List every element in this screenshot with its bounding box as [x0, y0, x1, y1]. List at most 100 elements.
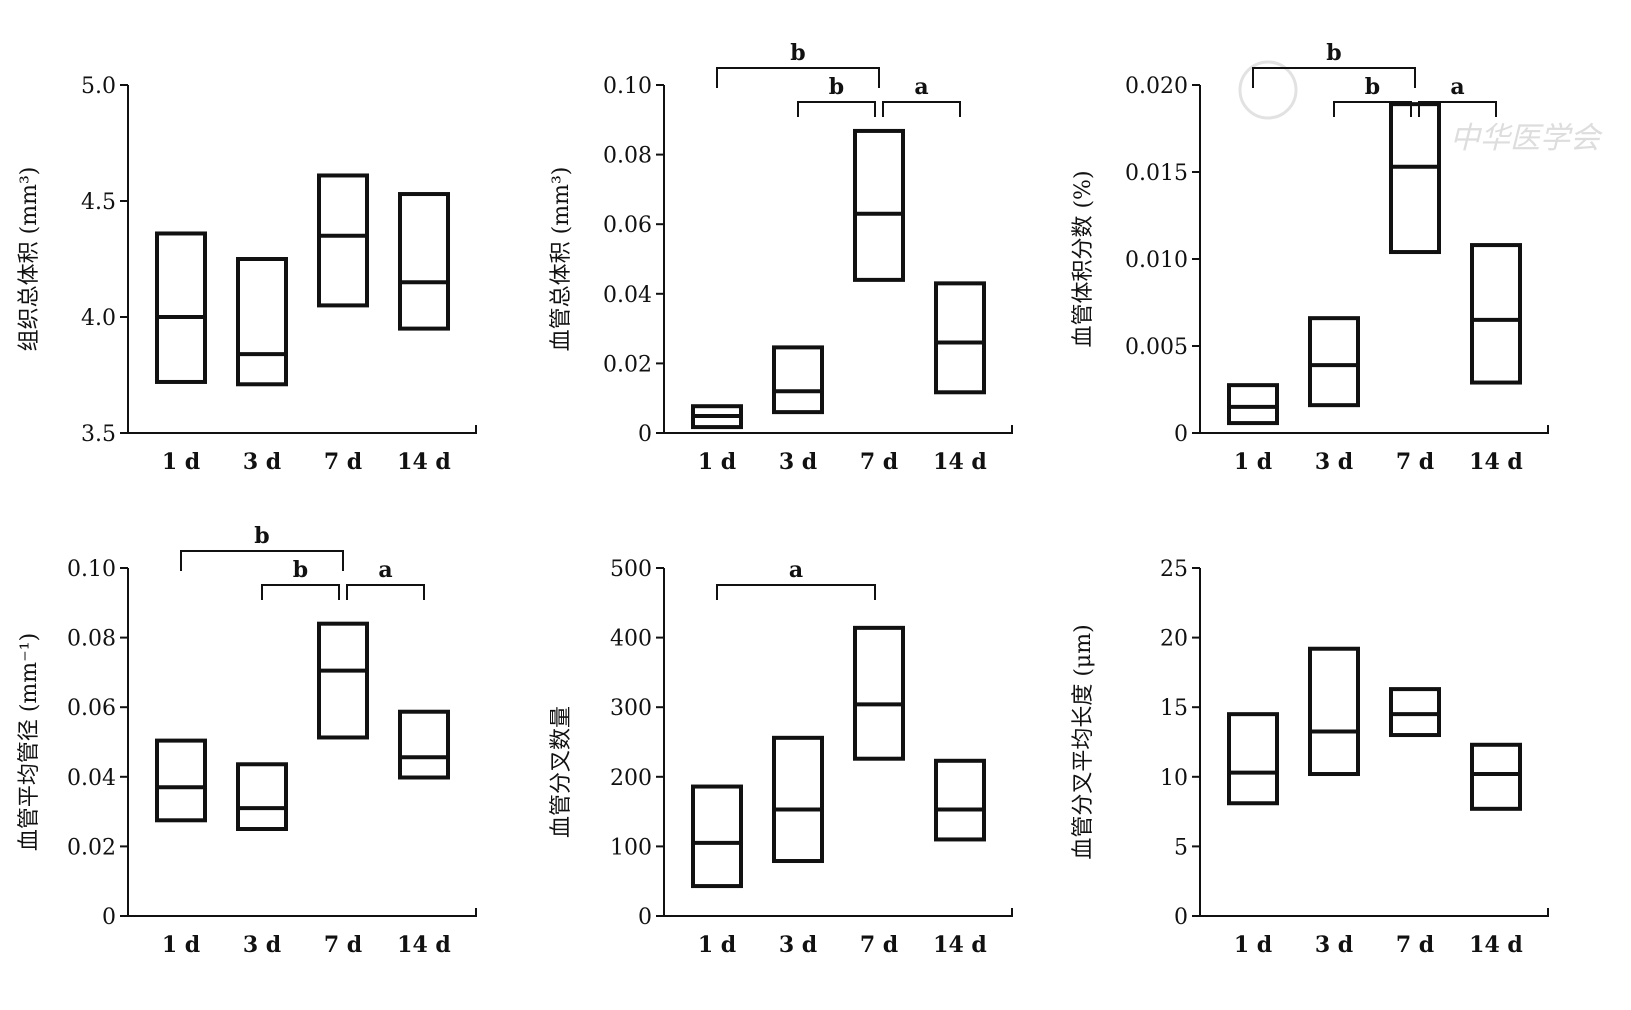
range-box-14d: [934, 281, 986, 395]
range-box-14d: [934, 758, 986, 842]
y-tick-label: 20: [1160, 627, 1188, 652]
range-box-3d: [772, 735, 824, 864]
significance-label: b: [829, 74, 844, 100]
y-tick-label: 5: [1174, 835, 1188, 860]
range-box-1d: [1227, 383, 1279, 426]
panel-5: 0 100 200 300 400 500 血管分叉数量 1 d 3 d 7 d 14 d a: [549, 557, 1013, 958]
significance-label: a: [914, 74, 928, 100]
x-tick-label: 7 d: [324, 932, 362, 958]
x-tick-label: 14 d: [933, 932, 987, 958]
range-box-3d: [1308, 646, 1360, 777]
x-tick-label: 1 d: [1234, 932, 1272, 958]
significance-label: b: [1326, 40, 1341, 66]
y-axis-label: 血管分叉数量: [549, 706, 574, 838]
significance-bracket: [1252, 67, 1416, 88]
y-axis-label: 血管体积分数 (%): [1071, 170, 1096, 347]
y-axis-label: 血管平均管径 (mm⁻¹): [17, 633, 42, 851]
y-tick-label: 3.5: [81, 422, 116, 447]
range-box-3d: [236, 257, 288, 387]
significance-bracket: [346, 584, 425, 600]
axes: [127, 568, 477, 917]
significance-bracket: [716, 67, 880, 88]
significance-label: a: [378, 557, 392, 583]
significance-label: a: [789, 557, 803, 583]
x-tick-label: 14 d: [397, 932, 451, 958]
y-tick-label: 5.0: [81, 74, 116, 99]
y-tick-label: 25: [1160, 557, 1188, 582]
y-tick-label: 10: [1160, 766, 1188, 791]
x-tick-label: 1 d: [162, 449, 200, 475]
x-tick-label: 3 d: [243, 449, 281, 475]
axes: [1199, 568, 1549, 917]
panel-1: 3.5 4.0 4.5 5.0 组织总体积 (mm³) 1 d 3 d 7 d 14 d: [17, 74, 477, 475]
range-box-14d: [1470, 742, 1522, 811]
axes: [663, 568, 1013, 917]
axes: [127, 85, 477, 434]
y-tick-label: 500: [610, 557, 652, 582]
range-box-7d: [317, 621, 369, 740]
x-tick-label: 3 d: [1315, 932, 1353, 958]
y-tick-label: 15: [1160, 696, 1188, 721]
x-tick-label: 7 d: [860, 449, 898, 475]
range-box-1d: [1227, 712, 1279, 806]
y-tick-label: 0: [1174, 905, 1188, 930]
x-tick-label: 3 d: [779, 449, 817, 475]
axes: [663, 85, 1013, 434]
x-tick-label: 3 d: [243, 932, 281, 958]
range-box-7d: [853, 128, 905, 282]
range-box-7d: [853, 625, 905, 761]
significance-bracket: [1418, 101, 1497, 117]
y-tick-label: 0: [638, 422, 652, 447]
range-box-1d: [155, 231, 207, 384]
range-box-7d: [1389, 102, 1441, 255]
significance-label: b: [254, 523, 269, 549]
significance-label: a: [1450, 74, 1464, 100]
y-tick-label: 0.02: [67, 835, 116, 860]
x-tick-label: 14 d: [1469, 449, 1523, 475]
x-tick-label: 3 d: [1315, 449, 1353, 475]
y-axis-label: 血管总体积 (mm³): [549, 167, 574, 352]
x-tick-label: 1 d: [1234, 449, 1272, 475]
watermark-logo: [1238, 60, 1298, 120]
x-tick-label: 1 d: [698, 449, 736, 475]
range-box-3d: [772, 345, 824, 415]
significance-label: b: [293, 557, 308, 583]
y-tick-label: 0.005: [1125, 335, 1188, 360]
y-tick-label: 4.5: [81, 190, 116, 215]
y-tick-label: 0.015: [1125, 161, 1188, 186]
x-tick-label: 14 d: [397, 449, 451, 475]
range-box-3d: [236, 762, 288, 831]
y-tick-label: 0.020: [1125, 74, 1188, 99]
y-tick-label: 0.04: [67, 766, 116, 791]
x-tick-label: 3 d: [779, 932, 817, 958]
y-axis-label: 组织总体积 (mm³): [17, 167, 42, 352]
significance-label: b: [1365, 74, 1380, 100]
panel-4: 0 0.02 0.04 0.06 0.08 0.10 血管平均管径 (mm⁻¹) 1 d 3 d…: [17, 523, 477, 958]
y-tick-label: 200: [610, 766, 652, 791]
range-box-7d: [1389, 687, 1441, 738]
y-tick-label: 400: [610, 627, 652, 652]
x-tick-label: 7 d: [860, 932, 898, 958]
panel-6: 0 5 10 15 20 25 血管分叉平均长度 (μm) 1 d 3 d 7 d 14 d: [1071, 557, 1549, 958]
range-box-14d: [398, 192, 450, 331]
significance-bracket: [180, 550, 344, 571]
range-box-3d: [1308, 316, 1360, 408]
y-tick-label: 0: [638, 905, 652, 930]
y-tick-label: 0.06: [603, 213, 652, 238]
y-tick-label: 0.010: [1125, 248, 1188, 273]
significance-label: b: [790, 40, 805, 66]
y-tick-label: 0: [1174, 422, 1188, 447]
x-tick-label: 7 d: [1396, 449, 1434, 475]
panel-2: 0 0.02 0.04 0.06 0.08 0.10 血管总体积 (mm³) 1 d 3 d 7 …: [549, 40, 1013, 475]
y-tick-label: 0.10: [67, 557, 116, 582]
range-box-14d: [398, 709, 450, 780]
y-tick-label: 4.0: [81, 306, 116, 331]
significance-bracket: [261, 584, 340, 600]
x-tick-label: 1 d: [162, 932, 200, 958]
significance-bracket: [1333, 101, 1412, 117]
y-tick-label: 300: [610, 696, 652, 721]
x-tick-label: 7 d: [1396, 932, 1434, 958]
range-box-1d: [691, 784, 743, 889]
significance-bracket: [716, 584, 876, 600]
x-tick-label: 1 d: [698, 932, 736, 958]
